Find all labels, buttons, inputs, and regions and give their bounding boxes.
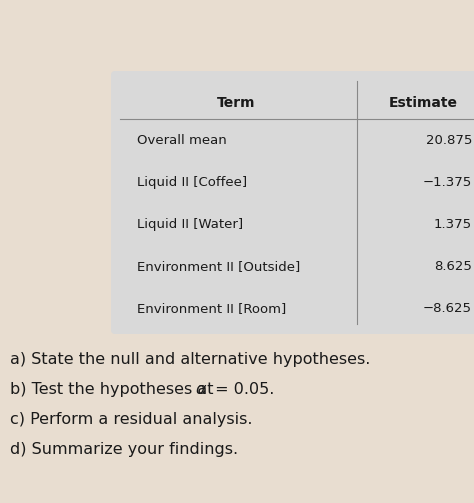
Text: Estimate: Estimate (389, 96, 458, 110)
Text: 20.875: 20.875 (426, 134, 472, 146)
Text: = 0.05.: = 0.05. (210, 382, 274, 397)
Text: b) Test the hypotheses at: b) Test the hypotheses at (10, 382, 219, 397)
Text: Term: Term (217, 96, 255, 110)
Text: Overall mean: Overall mean (137, 134, 227, 146)
Text: −1.375: −1.375 (423, 176, 472, 189)
Text: Environment II [Room]: Environment II [Room] (137, 302, 286, 315)
Text: d) Summarize your findings.: d) Summarize your findings. (10, 442, 238, 457)
Text: −8.625: −8.625 (423, 302, 472, 315)
Text: Liquid II [Water]: Liquid II [Water] (137, 218, 243, 231)
Text: 8.625: 8.625 (434, 260, 472, 273)
Text: a) State the null and alternative hypotheses.: a) State the null and alternative hypoth… (10, 352, 370, 367)
Text: 1.375: 1.375 (434, 218, 472, 231)
FancyBboxPatch shape (111, 71, 474, 334)
Text: Environment II [Outside]: Environment II [Outside] (137, 260, 300, 273)
Text: c) Perform a residual analysis.: c) Perform a residual analysis. (10, 412, 253, 427)
Text: $\alpha$: $\alpha$ (195, 382, 207, 397)
Text: Liquid II [Coffee]: Liquid II [Coffee] (137, 176, 247, 189)
